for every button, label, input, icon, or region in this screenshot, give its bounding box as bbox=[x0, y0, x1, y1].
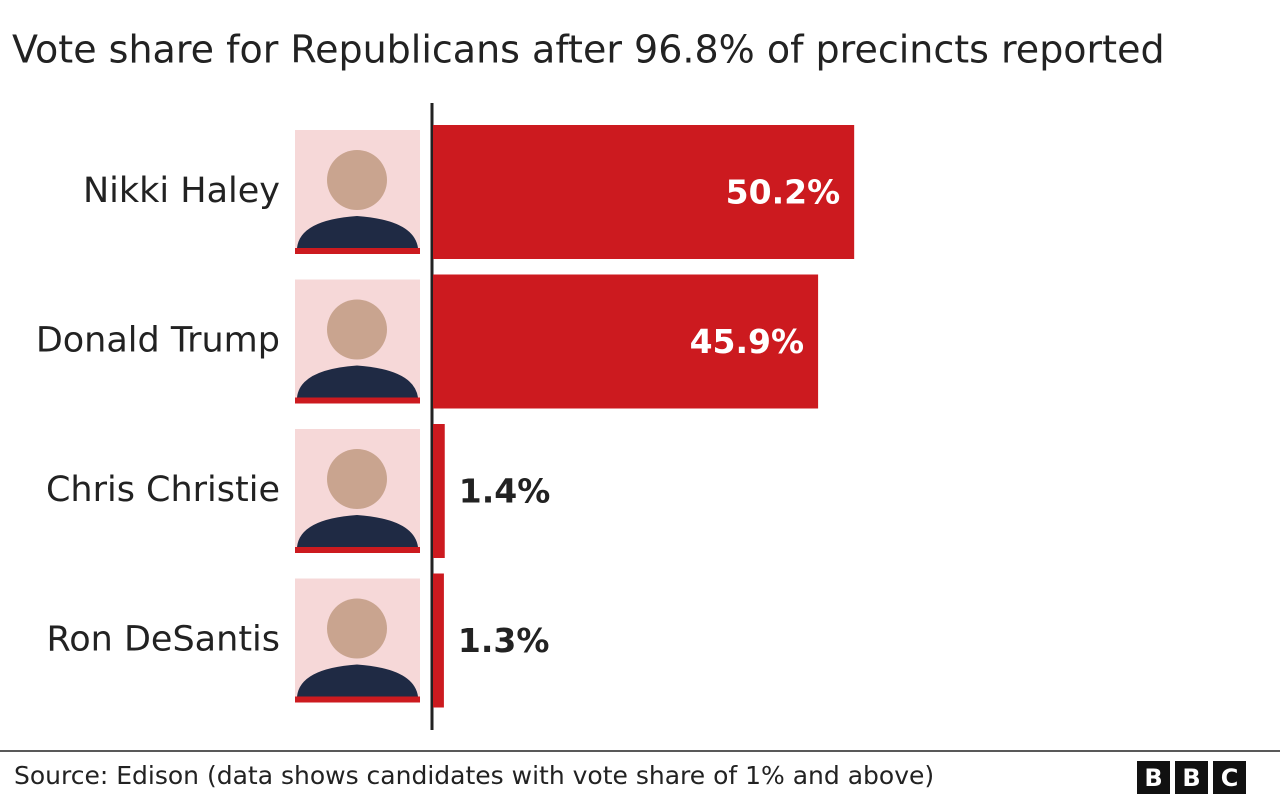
portrait-strip bbox=[295, 547, 420, 553]
portrait-body bbox=[297, 515, 418, 547]
bar bbox=[433, 125, 855, 259]
value-label: 45.9% bbox=[690, 322, 805, 361]
category-label: Donald Trump bbox=[36, 321, 280, 361]
portrait-head bbox=[327, 598, 387, 659]
value-label: 1.3% bbox=[458, 621, 550, 660]
category-label: Nikki Haley bbox=[83, 171, 280, 211]
bar bbox=[433, 424, 445, 558]
portrait-head bbox=[327, 299, 387, 360]
value-label: 50.2% bbox=[726, 173, 841, 212]
logo-letter: C bbox=[1221, 764, 1239, 792]
portrait-body bbox=[297, 216, 418, 248]
logo-box bbox=[1213, 761, 1246, 794]
bar bbox=[433, 274, 819, 409]
portrait-head bbox=[327, 150, 387, 210]
category-label: Ron DeSantis bbox=[47, 620, 280, 660]
logo-letter: B bbox=[1144, 764, 1162, 792]
chart-title: Vote share for Republicans after 96.8% o… bbox=[12, 28, 1165, 72]
portrait-strip bbox=[295, 248, 420, 254]
source: Source: Edison (data shows candidates wi… bbox=[14, 761, 934, 790]
portrait-body bbox=[297, 664, 418, 697]
portrait-head bbox=[327, 449, 387, 509]
portrait-body bbox=[297, 365, 418, 398]
logo-box bbox=[1137, 761, 1170, 794]
category-label: Chris Christie bbox=[46, 470, 280, 510]
logo-box bbox=[1175, 761, 1208, 794]
logo-letter: B bbox=[1182, 764, 1200, 792]
value-label: 1.4% bbox=[459, 472, 551, 511]
portrait-strip bbox=[295, 696, 420, 703]
bar bbox=[433, 573, 444, 708]
portrait-strip bbox=[295, 397, 420, 404]
